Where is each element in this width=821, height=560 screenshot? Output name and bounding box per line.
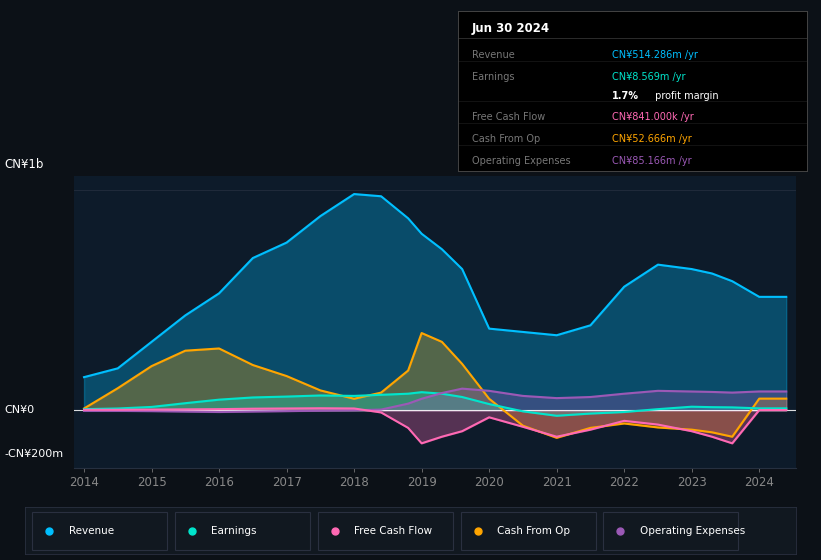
Bar xyxy=(603,512,739,550)
Bar xyxy=(175,512,310,550)
Text: Revenue: Revenue xyxy=(472,49,515,59)
Text: Jun 30 2024: Jun 30 2024 xyxy=(472,22,550,35)
Text: CN¥841.000k /yr: CN¥841.000k /yr xyxy=(612,112,694,122)
Bar xyxy=(32,512,167,550)
Text: profit margin: profit margin xyxy=(652,91,718,101)
Text: CN¥8.569m /yr: CN¥8.569m /yr xyxy=(612,72,686,82)
Text: Revenue: Revenue xyxy=(69,526,114,535)
Text: Free Cash Flow: Free Cash Flow xyxy=(472,112,545,122)
Text: Free Cash Flow: Free Cash Flow xyxy=(354,526,433,535)
Bar xyxy=(461,512,596,550)
Text: CN¥514.286m /yr: CN¥514.286m /yr xyxy=(612,49,698,59)
Text: CN¥85.166m /yr: CN¥85.166m /yr xyxy=(612,156,691,166)
Text: Earnings: Earnings xyxy=(472,72,515,82)
Text: -CN¥200m: -CN¥200m xyxy=(4,449,63,459)
Text: Operating Expenses: Operating Expenses xyxy=(472,156,571,166)
Text: CN¥52.666m /yr: CN¥52.666m /yr xyxy=(612,134,691,144)
Text: CN¥0: CN¥0 xyxy=(4,405,34,416)
Text: 1.7%: 1.7% xyxy=(612,91,639,101)
Text: Earnings: Earnings xyxy=(211,526,257,535)
Text: Operating Expenses: Operating Expenses xyxy=(640,526,745,535)
Text: CN¥1b: CN¥1b xyxy=(4,158,44,171)
Text: Cash From Op: Cash From Op xyxy=(472,134,540,144)
Text: Cash From Op: Cash From Op xyxy=(497,526,570,535)
Bar xyxy=(318,512,453,550)
